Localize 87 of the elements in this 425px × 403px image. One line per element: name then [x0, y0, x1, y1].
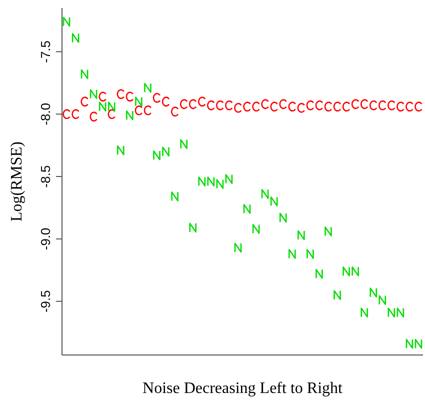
- point: [388, 308, 396, 318]
- point: [180, 99, 188, 110]
- point: [216, 179, 224, 189]
- point: [288, 102, 296, 112]
- point: [98, 102, 106, 112]
- point: [170, 106, 179, 117]
- point: [288, 248, 296, 259]
- point: [162, 96, 170, 107]
- point: [270, 196, 278, 206]
- point: [234, 102, 242, 113]
- point: [370, 288, 378, 298]
- point: [144, 105, 152, 116]
- point: [62, 16, 70, 27]
- point: [396, 102, 404, 112]
- point: [116, 89, 125, 100]
- point: [334, 290, 341, 300]
- point: [360, 99, 368, 110]
- point: [370, 100, 378, 110]
- point: [225, 100, 233, 110]
- point: [108, 109, 116, 119]
- point: [261, 189, 269, 199]
- point: [126, 110, 134, 120]
- point: [144, 82, 152, 93]
- point: [207, 176, 215, 186]
- point: [297, 102, 306, 113]
- point: [153, 150, 160, 160]
- point: [406, 338, 414, 349]
- point: [261, 99, 269, 110]
- point: [315, 100, 324, 110]
- point: [252, 102, 260, 112]
- point: [414, 338, 422, 349]
- point: [388, 100, 396, 110]
- point: [252, 224, 260, 234]
- point: [180, 139, 188, 150]
- point: [126, 92, 134, 102]
- point: [135, 96, 142, 107]
- point: [333, 102, 342, 112]
- point: [98, 92, 106, 102]
- point: [406, 102, 414, 112]
- point: [279, 99, 287, 110]
- y-axis-title: Log(RMSE): [8, 142, 26, 222]
- point: [270, 102, 278, 112]
- point: [360, 308, 368, 318]
- point: [243, 102, 251, 112]
- point: [198, 96, 206, 107]
- y-tick-label: -9.5: [38, 290, 53, 313]
- point: [62, 109, 70, 119]
- point: [72, 109, 80, 119]
- point: [342, 102, 350, 112]
- point: [396, 308, 404, 318]
- point: [378, 100, 386, 110]
- point: [80, 96, 88, 107]
- point: [152, 92, 161, 103]
- point: [316, 268, 323, 279]
- y-tick-label: -8.5: [38, 165, 53, 188]
- point: [134, 105, 143, 116]
- point: [243, 204, 251, 214]
- point: [298, 230, 305, 240]
- y-tick-label: -9.0: [38, 228, 53, 250]
- point: [279, 212, 287, 223]
- y-tick-label: -7.5: [38, 40, 53, 63]
- point: [207, 100, 215, 110]
- point: [162, 146, 170, 156]
- point: [414, 102, 422, 112]
- point: [352, 266, 359, 276]
- point: [80, 69, 88, 80]
- point: [351, 99, 360, 110]
- point: [306, 248, 314, 259]
- point: [198, 176, 206, 186]
- point: [171, 192, 178, 202]
- point: [189, 222, 197, 233]
- point: [90, 112, 98, 122]
- point: [234, 242, 242, 253]
- point: [72, 33, 80, 43]
- point: [108, 102, 116, 112]
- point: [225, 174, 233, 184]
- point: [216, 100, 224, 110]
- point: [324, 102, 332, 112]
- point: [306, 100, 314, 110]
- x-axis-title: Noise Decreasing Left to Right: [142, 380, 344, 397]
- point: [189, 99, 197, 110]
- point: [117, 145, 124, 156]
- point: [378, 295, 386, 306]
- y-tick-label: -8.0: [38, 102, 53, 126]
- point: [342, 266, 350, 276]
- point: [90, 89, 98, 100]
- point: [324, 226, 332, 236]
